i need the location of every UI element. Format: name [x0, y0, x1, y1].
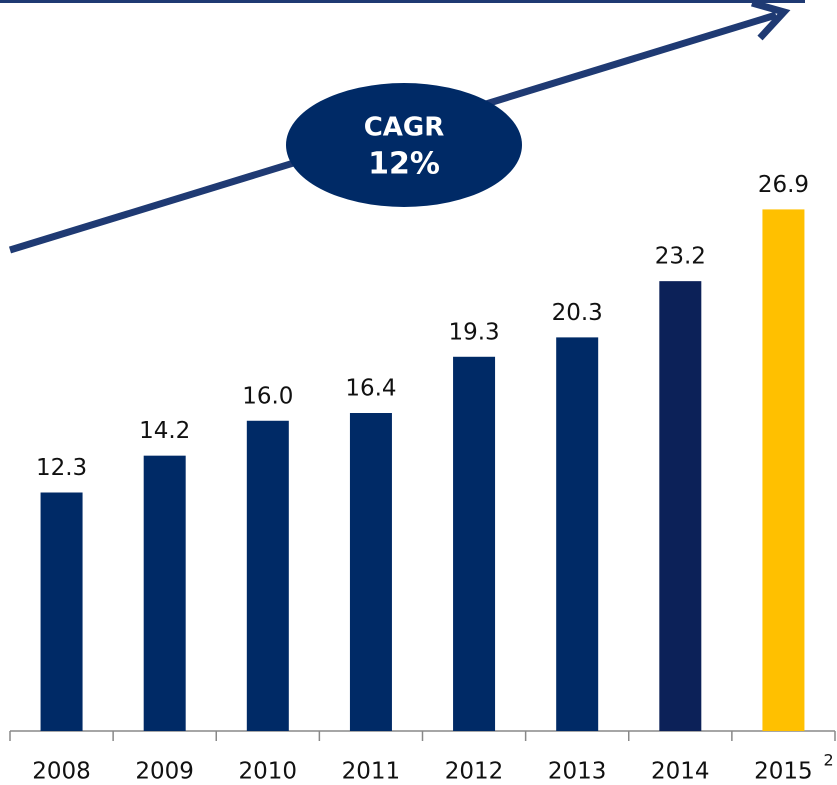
bar [349, 413, 392, 731]
value-label: 26.9 [758, 172, 809, 198]
value-label: 14.2 [139, 418, 190, 444]
x-tick-label: 2009 [135, 759, 194, 785]
x-tick-label: 2010 [239, 759, 298, 785]
arrow-head [751, 0, 791, 41]
x-tick-label: 2011 [342, 759, 401, 785]
x-tick-label: 2012 [445, 759, 504, 785]
bar [453, 356, 496, 731]
footnote-marker: 2 [823, 751, 833, 770]
x-tick-label: 2008 [32, 759, 91, 785]
x-tick-label: 2015 [754, 759, 813, 785]
value-label: 16.0 [242, 383, 293, 409]
value-label: 12.3 [36, 455, 87, 481]
value-label: 23.2 [655, 244, 706, 270]
value-label: 19.3 [448, 319, 499, 345]
value-label: 16.4 [345, 376, 396, 402]
bar [246, 420, 289, 731]
bar [762, 209, 805, 732]
x-tick-label: 2013 [548, 759, 607, 785]
cagr-value: 12% [368, 147, 440, 182]
bar [143, 455, 186, 731]
cagr-bubble [286, 83, 522, 207]
bar [556, 337, 599, 731]
value-label: 20.3 [552, 300, 603, 326]
bar [659, 281, 702, 731]
bar [40, 492, 83, 731]
x-tick-label: 2014 [651, 759, 710, 785]
cagr-label: CAGR [364, 113, 445, 143]
